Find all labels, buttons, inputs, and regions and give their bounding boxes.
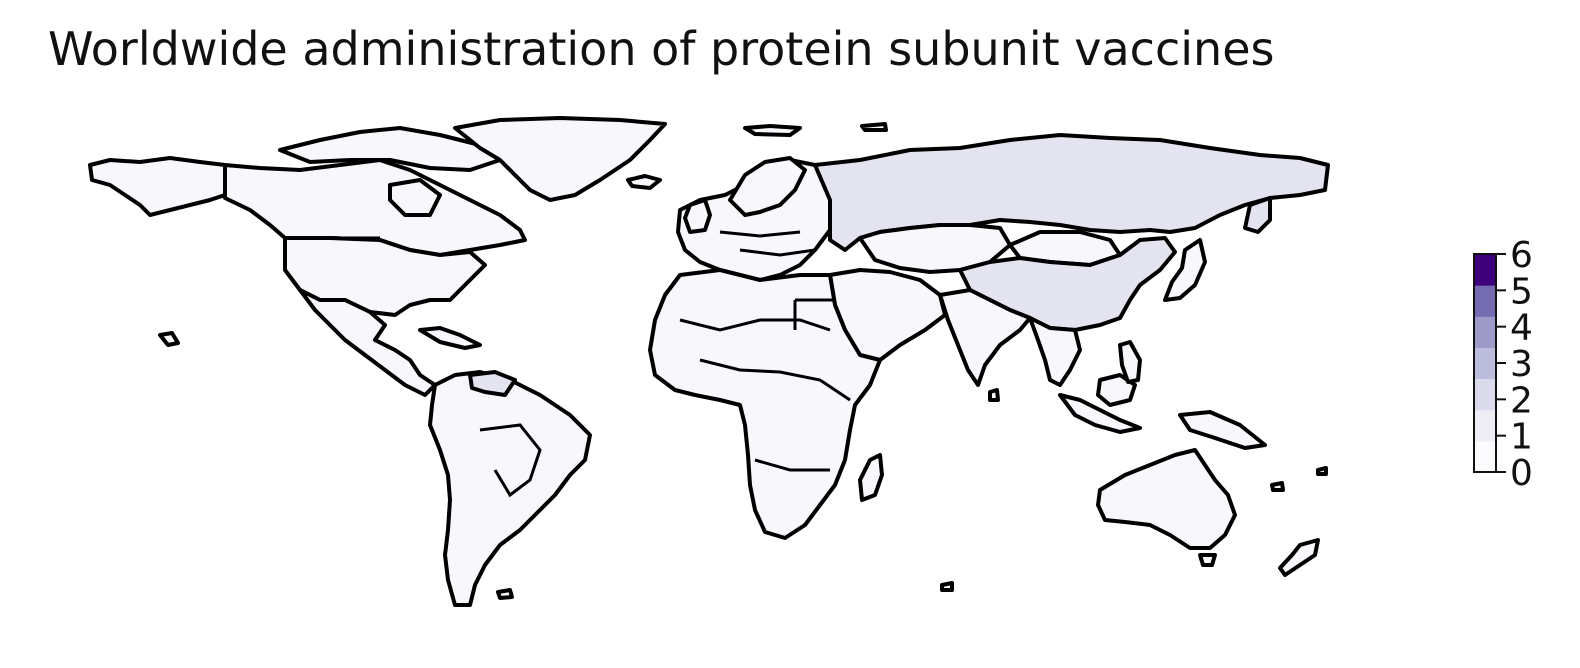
region-alaska[interactable] [88, 156, 227, 217]
region-mexico[interactable] [298, 288, 437, 397]
region-south-america[interactable] [428, 370, 592, 607]
region-kamchatka[interactable] [1243, 196, 1272, 234]
region-borneo[interactable] [1096, 373, 1137, 407]
region-new-zealand[interactable] [1278, 538, 1320, 577]
region-fiji[interactable] [1270, 481, 1285, 492]
region-philippines[interactable] [1118, 340, 1142, 384]
region-southeast-asia[interactable] [1028, 316, 1082, 387]
region-uk[interactable] [683, 198, 712, 234]
region-baffin[interactable] [388, 178, 442, 217]
region-tasmania[interactable] [1198, 553, 1217, 567]
region-cuba[interactable] [418, 326, 482, 350]
region-svalbard[interactable] [743, 124, 802, 137]
region-kerguelen[interactable] [940, 581, 954, 592]
region-canada[interactable] [223, 158, 527, 257]
region-sri-lanka[interactable] [988, 388, 1000, 402]
region-franz-josef[interactable] [860, 122, 888, 132]
region-iceland[interactable] [626, 174, 662, 190]
region-japan[interactable] [1163, 238, 1207, 302]
region-australia[interactable] [1096, 448, 1237, 550]
border-europe [719, 230, 816, 257]
border-africa-central [699, 358, 851, 402]
region-new-guinea[interactable] [1178, 410, 1267, 450]
border-brazil [479, 423, 542, 498]
region-scandinavia[interactable] [728, 156, 807, 217]
border-africa-south [754, 458, 830, 472]
region-hawaii[interactable] [158, 331, 180, 347]
chart-title: Worldwide administration of protein subu… [48, 22, 1275, 76]
region-greenland[interactable] [453, 116, 667, 202]
border-egypt [793, 298, 835, 330]
region-samoa[interactable] [1316, 466, 1328, 476]
region-falklands[interactable] [496, 588, 514, 600]
region-venezuela[interactable] [468, 370, 517, 397]
region-indonesia[interactable] [1058, 393, 1142, 434]
region-india[interactable] [938, 288, 1032, 387]
region-madagascar[interactable] [858, 453, 884, 502]
border-africa-north [679, 318, 831, 332]
